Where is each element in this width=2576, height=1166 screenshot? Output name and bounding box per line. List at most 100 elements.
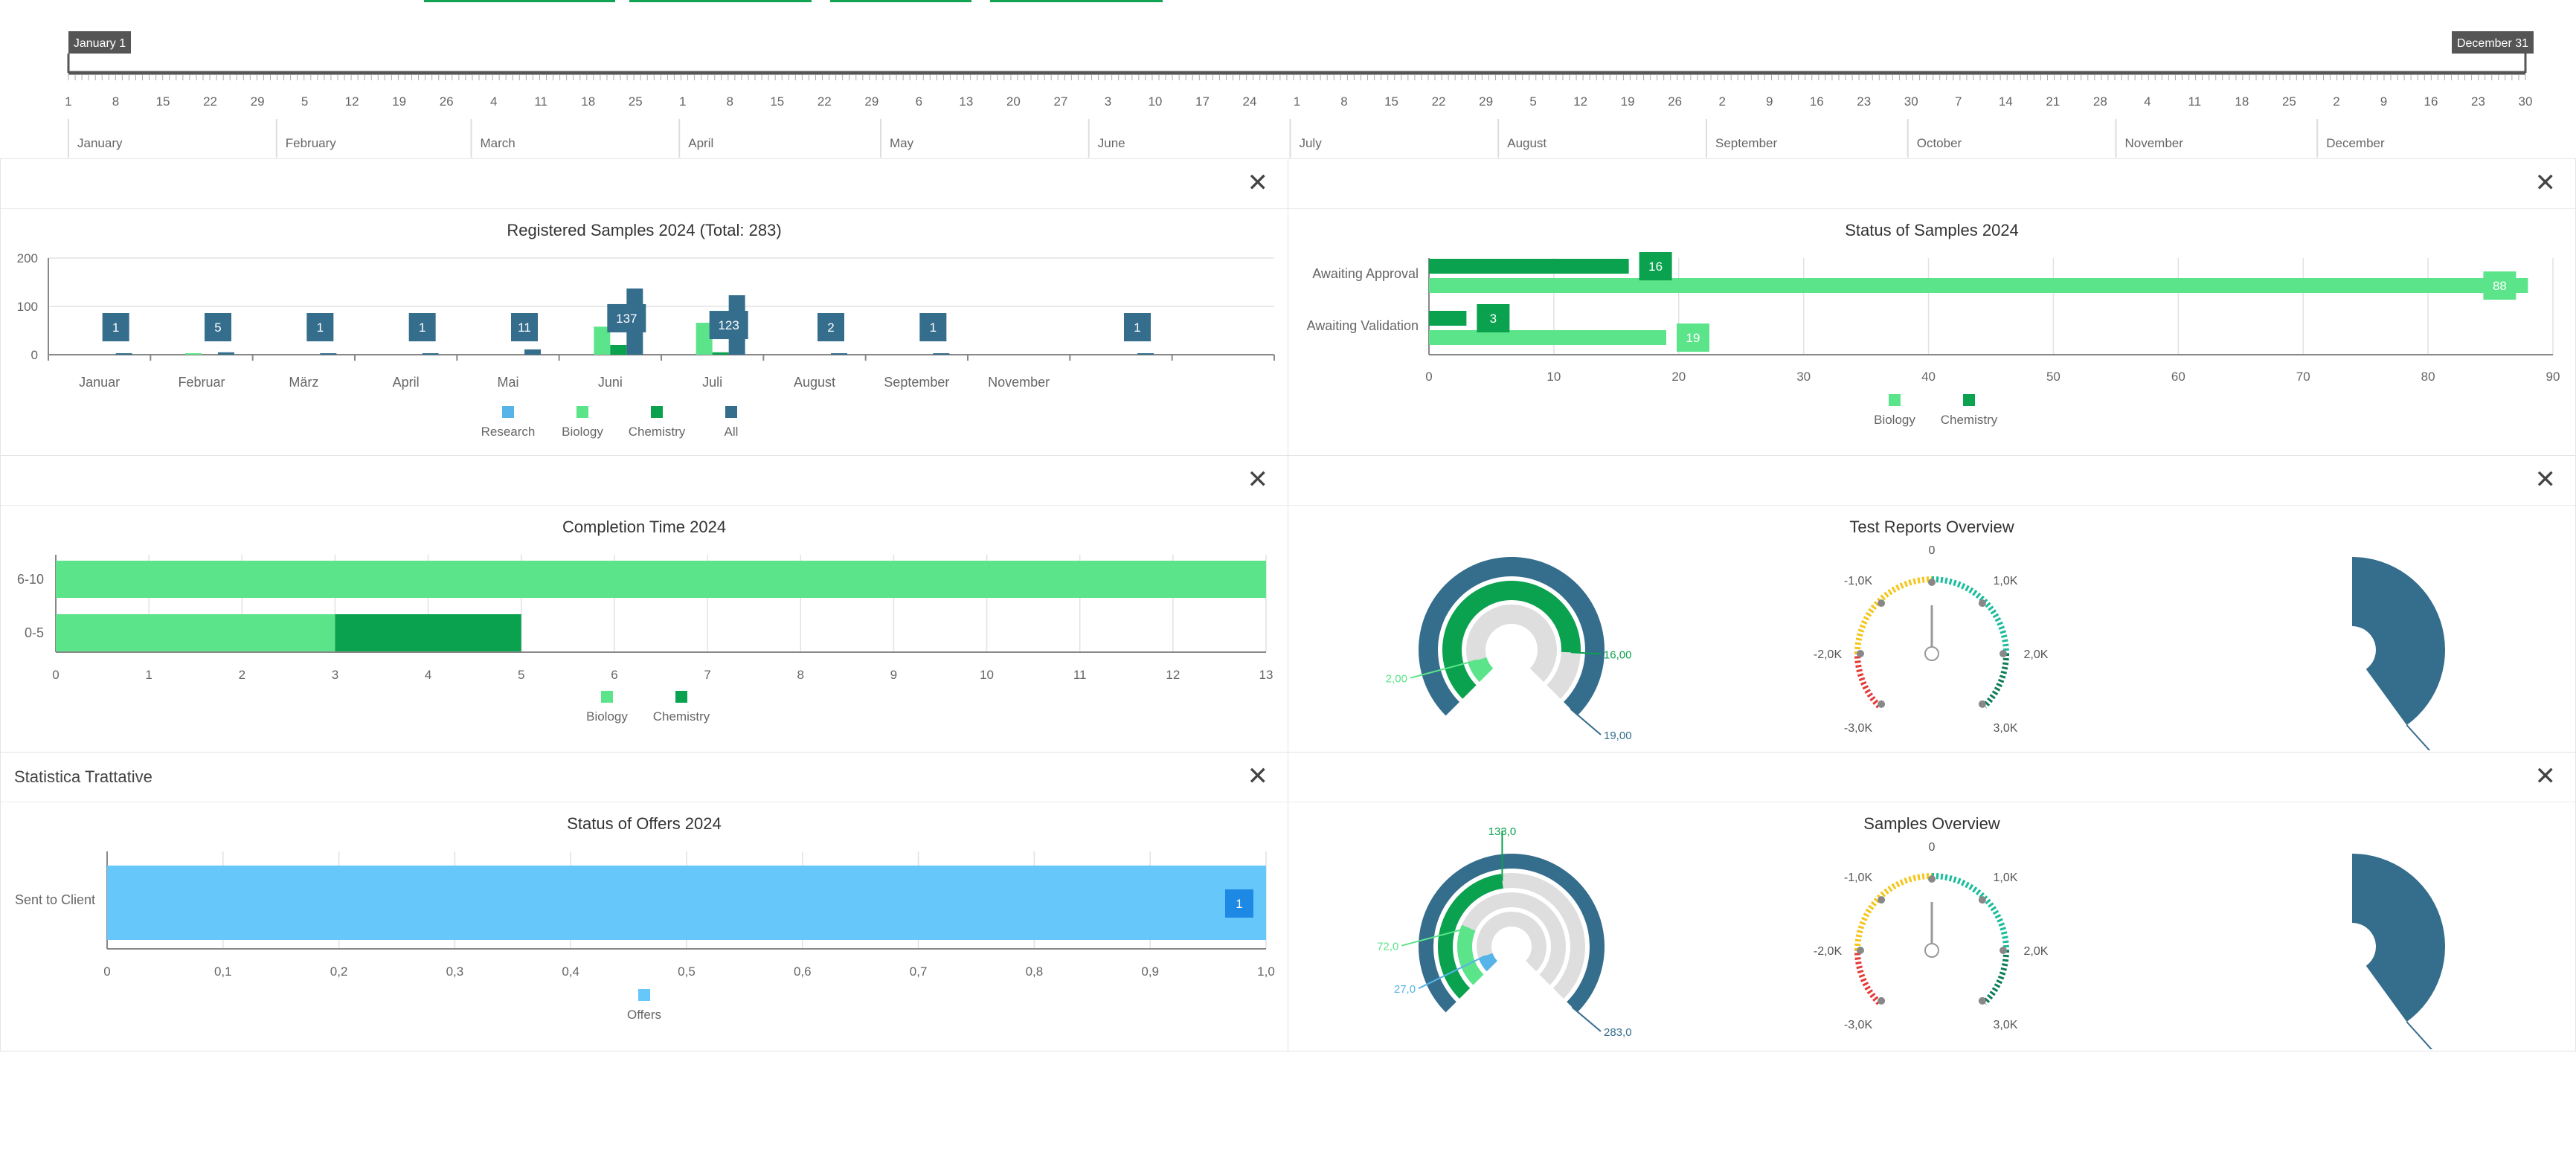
close-icon[interactable]: ✕: [2534, 169, 2557, 197]
legend-swatch-biology[interactable]: [601, 691, 613, 703]
dial-tick-label: -1,0K: [1844, 872, 1873, 884]
y-tick-label: 100: [17, 300, 38, 314]
dial-tick-label: 0: [1929, 841, 1936, 854]
bar-biology[interactable]: [185, 353, 202, 355]
data-label-box: [1225, 889, 1253, 918]
bar-chemistry[interactable]: [1429, 311, 1467, 326]
panel-header: ✕: [1288, 456, 2575, 506]
tab-indicator[interactable]: [629, 0, 812, 2]
x-tick-label: 1,0: [1257, 964, 1275, 979]
panel-header: ✕: [1288, 753, 2575, 802]
panel-header: ✕: [1, 456, 1288, 506]
data-label-box: [1477, 304, 1510, 332]
data-label-box: [1676, 323, 1709, 352]
legend-swatch-offers[interactable]: [638, 989, 650, 1001]
bar-biology[interactable]: [594, 326, 611, 355]
ring-value[interactable]: [1457, 924, 1484, 985]
ring-value[interactable]: [1438, 873, 1503, 999]
timeline-day-label: 22: [203, 94, 217, 109]
dial-marker: [2000, 650, 2007, 657]
panel-samples-overview: ✕ Samples Overview 283,0 133,0 72,0 27,0 -3,0…: [1288, 752, 2576, 1051]
bar-chemistry[interactable]: [610, 345, 627, 355]
close-icon[interactable]: ✕: [2534, 762, 2557, 790]
y-category-label: Sent to Client: [15, 892, 95, 907]
legend-swatch-chemistry[interactable]: [675, 691, 687, 703]
dial-tick-label: -2,0K: [1814, 648, 1843, 661]
bar-biology[interactable]: [1429, 330, 1666, 345]
bar-chemistry[interactable]: [712, 352, 729, 355]
timeline-day-label: 29: [864, 94, 879, 109]
timeline-start-box[interactable]: [68, 31, 131, 54]
data-label-box: [1639, 252, 1672, 280]
bar-chemistry[interactable]: [1429, 259, 1629, 274]
bar-all[interactable]: [320, 353, 337, 355]
legend-swatch-all[interactable]: [725, 406, 737, 418]
dial-tick-label: 1,0K: [1994, 575, 2018, 587]
close-icon[interactable]: ✕: [1247, 169, 1269, 197]
legend-swatch-chemistry[interactable]: [651, 406, 663, 418]
timeline-slider[interactable]: January 1 December 311 8 15 22 29 5 12 19 26 4 11 18…: [0, 0, 2576, 160]
ring-value[interactable]: [1478, 953, 1497, 972]
bar-all[interactable]: [831, 353, 847, 355]
pie-value[interactable]: [2352, 854, 2445, 1022]
ring-value[interactable]: [1419, 557, 1605, 716]
ring-value[interactable]: [1468, 657, 1494, 683]
dial-tick-label: -3,0K: [1844, 1019, 1873, 1031]
tab-indicator[interactable]: [830, 0, 971, 2]
bar-biology[interactable]: [56, 614, 335, 651]
x-tick-label: November: [988, 375, 1050, 390]
bar-all[interactable]: [524, 349, 541, 355]
x-tick-label: 0,9: [1141, 964, 1159, 979]
data-label-box: [2483, 271, 2516, 300]
timeline-end-box[interactable]: [2452, 31, 2534, 54]
status-samples-chart: Status of Samples 2024 0 10 20 30 40 50 60 70 80 9…: [1307, 221, 2560, 427]
timeline-day-label: 16: [1810, 94, 1824, 109]
x-tick-label: 50: [2046, 370, 2061, 384]
ring-value-label: 133,0: [1488, 825, 1517, 838]
legend-swatch-biology[interactable]: [1889, 394, 1901, 406]
data-label-box: [709, 311, 748, 340]
bar-biology[interactable]: [696, 323, 713, 355]
bar-chemistry[interactable]: [335, 614, 521, 651]
data-label-box: [102, 313, 129, 341]
timeline-day-label: 8: [727, 94, 733, 109]
close-icon[interactable]: ✕: [1247, 762, 1269, 790]
ring-value-label: 16,00: [1604, 648, 1632, 661]
ring-track: [1457, 892, 1566, 985]
timeline-month-label: February: [286, 136, 337, 150]
bar-all[interactable]: [218, 352, 234, 355]
close-icon[interactable]: ✕: [1247, 466, 1269, 494]
ring-value[interactable]: [1442, 581, 1581, 699]
legend-label: Biology: [562, 425, 603, 439]
bar-biology[interactable]: [56, 561, 1266, 598]
panel-offers: Statistica Trattative ✕ Status of Offers…: [0, 752, 1288, 1051]
close-icon[interactable]: ✕: [2534, 466, 2557, 494]
bar-all[interactable]: [115, 353, 132, 355]
panel-completion-time: ✕ Completion Time 2024 0 1 2 3 4 5 6 7 8 9 10 11 12 13…: [0, 455, 1288, 753]
tab-indicator[interactable]: [990, 0, 1163, 2]
legend-swatch-biology[interactable]: [576, 406, 588, 418]
bar-all[interactable]: [1137, 353, 1154, 355]
dial-marker: [1928, 579, 1936, 586]
timeline-day-label: 7: [1955, 94, 1962, 109]
data-label-box: [408, 313, 436, 341]
timeline-day-label: 23: [2471, 94, 2485, 109]
ring-leader: [1570, 651, 1601, 655]
pie-value[interactable]: [2352, 557, 2445, 726]
x-tick-label: 0,2: [330, 964, 348, 979]
bar-all[interactable]: [933, 353, 950, 355]
bar-offers[interactable]: [107, 866, 1266, 940]
timeline-day-label: 3: [1105, 94, 1111, 109]
bar-all[interactable]: [422, 353, 439, 355]
timeline-day-label: 9: [2380, 94, 2387, 109]
legend-swatch-chemistry[interactable]: [1963, 394, 1975, 406]
timeline-month-label: January: [77, 136, 123, 150]
tab-indicator[interactable]: [424, 0, 615, 2]
bar-biology[interactable]: [1429, 278, 2528, 293]
test-reports-gauges: Test Reports Overview 19,00 16,00 2,00 -3,0K…: [1386, 518, 2445, 750]
legend-swatch-research[interactable]: [502, 406, 514, 418]
panel-registered-samples: ✕ Registered Samples 2024 (Total: 283) 0 1…: [0, 158, 1288, 456]
ring-value[interactable]: [1419, 854, 1605, 1013]
dial-marker: [1878, 896, 1886, 904]
timeline-day-label: 20: [1006, 94, 1021, 109]
